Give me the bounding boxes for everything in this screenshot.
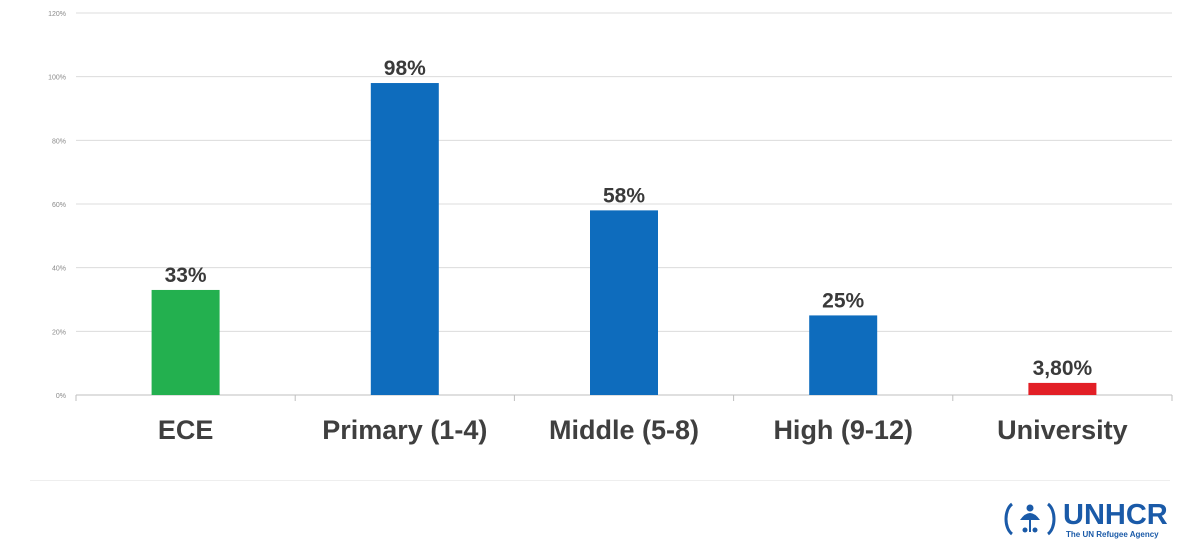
bars xyxy=(151,83,1097,396)
y-axis-ticks: 0% 20% 40% 60% 80% 100% 120% xyxy=(48,11,66,400)
data-label: 98% xyxy=(384,57,426,80)
data-label: 58% xyxy=(603,184,645,207)
logo-tagline: The UN Refugee Agency xyxy=(1066,530,1159,539)
bar xyxy=(1028,382,1097,395)
x-tick-label: Primary (1-4) xyxy=(322,415,487,445)
bar xyxy=(590,210,658,395)
footer-divider xyxy=(30,480,1170,481)
bar xyxy=(151,289,220,395)
x-tick-label: University xyxy=(997,415,1128,445)
bar xyxy=(809,315,878,395)
data-label: 3,80% xyxy=(1033,357,1093,380)
y-tick-label: 0% xyxy=(56,393,66,400)
x-tick-label: Middle (5-8) xyxy=(549,415,699,445)
data-label: 25% xyxy=(822,289,864,312)
y-tick-label: 40% xyxy=(52,266,66,273)
unhcr-logo-icon xyxy=(1004,502,1056,536)
data-labels: 33% 98% 58% 25% 3,80% xyxy=(165,57,1093,380)
x-tick-label: High (9-12) xyxy=(773,415,913,445)
y-tick-label: 20% xyxy=(52,329,66,336)
data-label: 33% xyxy=(165,264,207,287)
y-tick-label: 120% xyxy=(48,11,66,18)
bar xyxy=(370,83,439,396)
y-tick-label: 100% xyxy=(48,75,66,82)
x-axis-ticks: ECE Primary (1-4) Middle (5-8) High (9-12) U… xyxy=(158,415,1128,445)
y-tick-label: 60% xyxy=(52,202,66,209)
logo-wordmark: UNHCR xyxy=(1063,499,1168,531)
x-tick-label: ECE xyxy=(158,415,214,445)
bar-chart: 0% 20% 40% 60% 80% 100% 120% 33% 98% 58% 25% 3,80%… xyxy=(48,11,1173,445)
y-tick-label: 80% xyxy=(52,138,66,145)
